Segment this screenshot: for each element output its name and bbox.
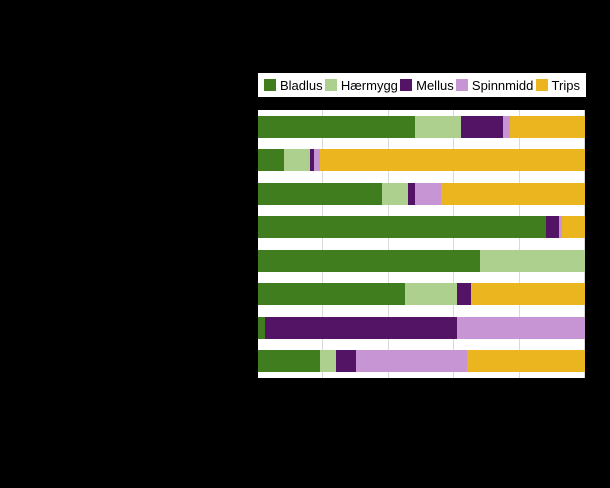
legend-label: Mellus [416,77,454,93]
bar-segment-mellus [457,283,471,306]
bar-segment-mellus [545,216,559,239]
gridline [584,110,585,378]
bar-segment-bladlus [258,350,321,373]
bar-segment-hærmygg [405,283,458,306]
bar-segment-bladlus [258,182,383,205]
bar-row [258,110,585,144]
bar-segment-hærmygg [480,249,585,272]
legend-item: Spinnmidd [455,77,534,93]
gridline [453,110,455,378]
bar-segment-trips [320,149,585,172]
bar-row [258,311,585,345]
bar-segment-bladlus [258,316,265,339]
bar-segment-mellus [264,316,458,339]
bar-segment-trips [467,350,585,373]
legend-item: Hærmygg [324,77,398,93]
bar-segment-trips [470,283,585,306]
bar-segment-mellus [336,350,357,373]
legend-label: Trips [551,77,580,93]
bar-segment-mellus [310,149,314,172]
gridline [387,110,389,378]
bar-segment-spinnmidd [356,350,468,373]
legend-swatch [400,79,413,91]
bar-segment-spinnmidd [313,149,321,172]
bar-segment-trips [562,216,585,239]
bar-row [258,144,585,178]
bar-row [258,345,585,379]
legend-item: Bladlus [264,78,323,93]
legend-label: Hærmygg [340,77,398,93]
bar-segment-hærmygg [284,149,311,172]
legend-item: Trips [535,77,580,93]
legend-swatch [264,79,276,91]
bar-segment-hærmygg [320,350,337,373]
chart-legend: Bladlus Hærmygg Mellus Spinnmidd Trips [257,72,587,98]
bar-row [258,244,585,278]
legend-swatch [535,79,548,91]
bar-row [258,177,585,211]
bar-segment-mellus [408,182,415,205]
bar-segment-bladlus [258,216,546,239]
bar-segment-spinnmidd [503,115,510,138]
gridline [518,110,520,378]
bar-segment-spinnmidd [414,182,442,205]
bar-segment-hærmygg [382,182,409,205]
bar-row [258,211,585,245]
legend-label: Spinnmidd [471,77,534,93]
bar-segment-spinnmidd [457,316,585,339]
legend-swatch [455,79,468,91]
bar-segment-spinnmidd [558,216,563,239]
bar-segment-hærmygg [414,115,461,138]
bar-segment-trips [509,115,585,138]
legend-item: Mellus [400,78,454,93]
bar-segment-mellus [460,115,504,138]
bar-segment-bladlus [258,149,285,172]
bar-segment-bladlus [258,283,406,306]
bar-row [258,278,585,312]
bar-segment-trips [441,182,585,205]
gridline [322,110,324,378]
bar-segment-bladlus [258,249,481,272]
plot-area [258,110,585,378]
legend-swatch [324,79,337,91]
legend-label: Bladlus [280,77,323,93]
bar-segment-bladlus [258,115,415,138]
